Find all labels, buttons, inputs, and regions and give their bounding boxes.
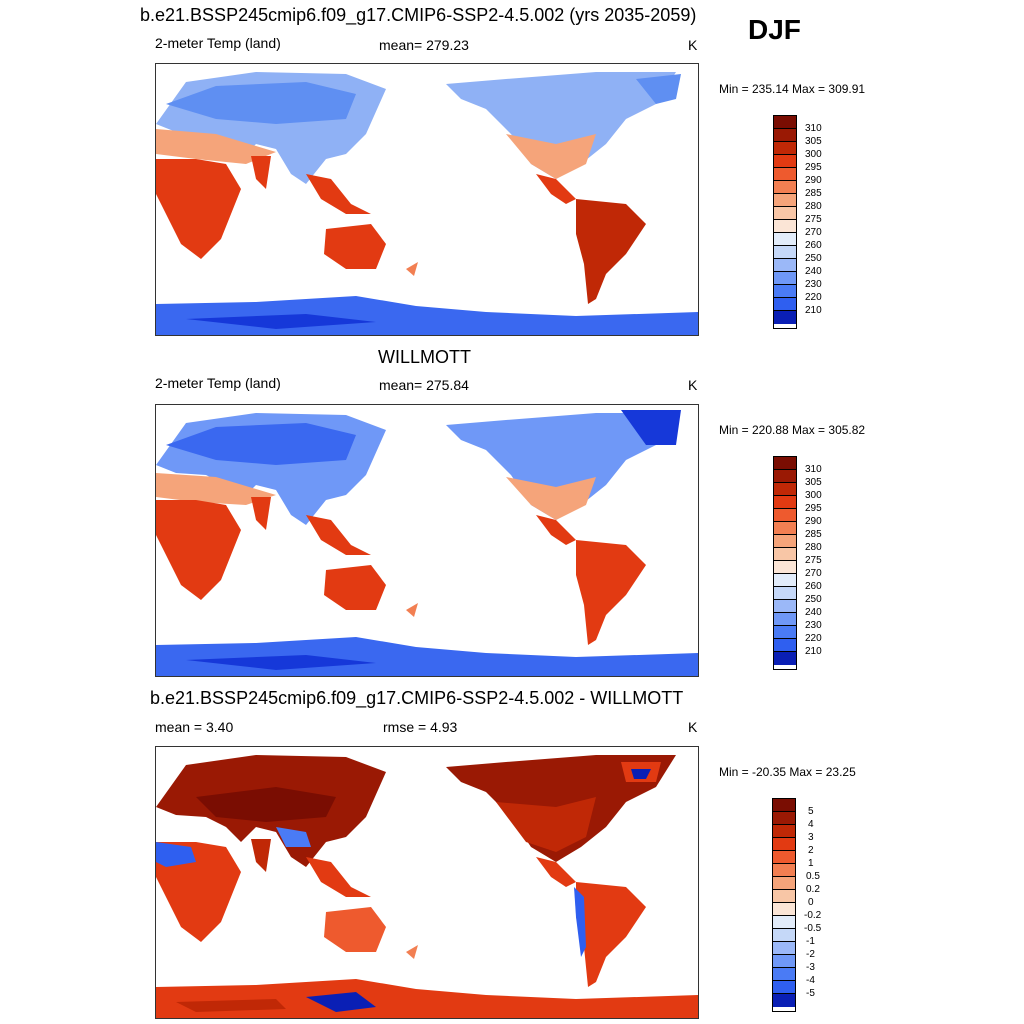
panel2-tick: 305 — [805, 477, 822, 488]
panel3-tick: -1 — [806, 936, 815, 947]
panel1-map — [155, 63, 699, 336]
panel1-mean-label: mean= 279.23 — [379, 37, 469, 53]
map-south-america — [576, 199, 646, 304]
panel3-tick: 1 — [808, 858, 814, 869]
map-africa — [156, 842, 241, 942]
panel2-colorbar — [773, 456, 797, 670]
map-australia — [324, 565, 386, 610]
panel2-variable-label: 2-meter Temp (land) — [155, 375, 281, 391]
panel1-tick: 250 — [805, 253, 822, 264]
map-africa — [156, 159, 241, 259]
panel1-title: b.e21.BSSP245cmip6.f09_g17.CMIP6-SSP2-4.… — [140, 5, 697, 25]
panel1-units-label: K — [688, 37, 698, 53]
panel1-tick: 310 — [805, 123, 822, 134]
panel2-mean-label: mean= 275.84 — [379, 377, 469, 393]
panel1-tick: 305 — [805, 136, 822, 147]
panel2-units-label: K — [688, 377, 698, 393]
panel1-tick: 290 — [805, 175, 822, 186]
panel1-minmax: Min = 235.14 Max = 309.91 — [719, 82, 866, 96]
panel3-tick: -2 — [806, 949, 815, 960]
map-north-america — [446, 72, 676, 179]
panel3-tick: 5 — [808, 806, 814, 817]
map-africa — [156, 500, 241, 600]
map-south-america — [576, 540, 646, 645]
panel3-mean-label: mean = 3.40 — [155, 719, 234, 735]
panel2-tick: 260 — [805, 581, 822, 592]
panel2-tick: 295 — [805, 503, 822, 514]
panel3-tick: 4 — [808, 819, 814, 830]
panel3-tick: 0 — [808, 897, 814, 908]
panel1-tick: 260 — [805, 240, 822, 251]
panel1-tick: 285 — [805, 188, 822, 199]
panel2-tick: 270 — [805, 568, 822, 579]
panel1-tick: 295 — [805, 162, 822, 173]
panel1-tick: 270 — [805, 227, 822, 238]
panel2-tick: 240 — [805, 607, 822, 618]
panel1-tick: 220 — [805, 292, 822, 303]
panel1-tick: 280 — [805, 201, 822, 212]
panel2-tick: 230 — [805, 620, 822, 631]
map-australia — [324, 907, 386, 952]
panel3-title: b.e21.BSSP245cmip6.f09_g17.CMIP6-SSP2-4.… — [150, 688, 684, 708]
panel3-tick: -5 — [806, 988, 815, 999]
season-label: DJF — [748, 14, 801, 45]
panel2-tick: 310 — [805, 464, 822, 475]
panel2-tick: 290 — [805, 516, 822, 527]
panel3-tick: -0.5 — [804, 923, 822, 934]
panel3-tick: 3 — [808, 832, 814, 843]
panel1-tick: 210 — [805, 305, 822, 316]
panel2-tick: 250 — [805, 594, 822, 605]
panel2-tick: 275 — [805, 555, 822, 566]
panel1-tick: 230 — [805, 279, 822, 290]
panel1-colorbar — [773, 115, 797, 329]
panel3-minmax: Min = -20.35 Max = 23.25 — [719, 765, 856, 779]
panel2-title: WILLMOTT — [378, 347, 471, 367]
panel2-tick: 220 — [805, 633, 822, 644]
panel3-colorbar — [772, 798, 796, 1012]
panel2-minmax: Min = 220.88 Max = 305.82 — [719, 423, 866, 437]
panel3-tick: -3 — [806, 962, 815, 973]
panel1-tick: 240 — [805, 266, 822, 277]
panel3-units-label: K — [688, 719, 698, 735]
panel3-map — [155, 746, 699, 1019]
panel2-map — [155, 404, 699, 677]
map-antarctica — [156, 979, 698, 1018]
panel3-tick: -4 — [806, 975, 815, 986]
panel3-tick: -0.2 — [804, 910, 822, 921]
panel3-tick: 0.5 — [806, 871, 820, 882]
panel1-tick: 300 — [805, 149, 822, 160]
panel3-tick: 2 — [808, 845, 814, 856]
panel2-tick: 285 — [805, 529, 822, 540]
panel3-tick: 0.2 — [806, 884, 820, 895]
map-north-america — [446, 413, 676, 520]
map-australia — [324, 224, 386, 269]
panel1-variable-label: 2-meter Temp (land) — [155, 35, 281, 51]
map-antarctica — [156, 637, 698, 676]
panel2-tick: 210 — [805, 646, 822, 657]
map-south-america — [576, 882, 646, 987]
panel2-tick: 300 — [805, 490, 822, 501]
panel2-tick: 280 — [805, 542, 822, 553]
panel1-tick: 275 — [805, 214, 822, 225]
map-antarctica — [156, 296, 698, 335]
panel3-rmse-label: rmse = 4.93 — [383, 719, 458, 735]
